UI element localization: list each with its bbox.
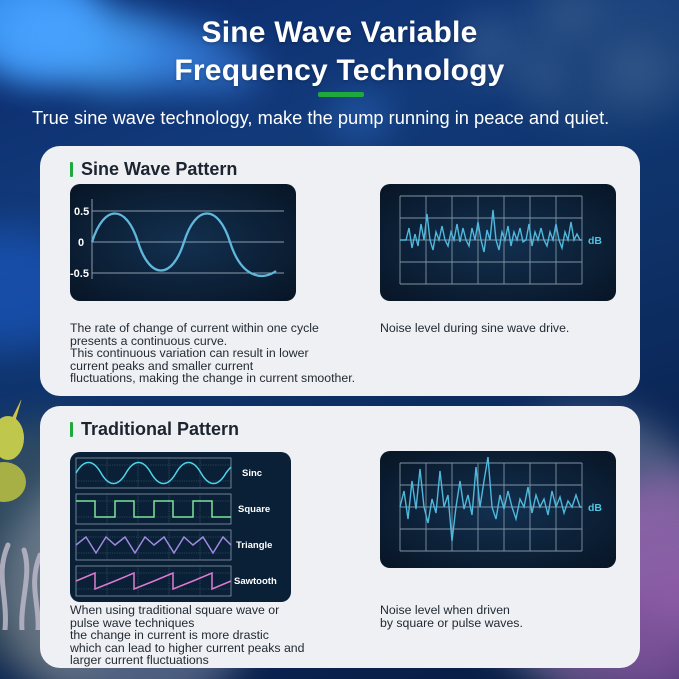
svg-text:-0.5: -0.5 [70, 268, 89, 280]
svg-text:Sinc: Sinc [242, 468, 262, 479]
svg-text:Triangle: Triangle [236, 540, 272, 551]
svg-text:dB: dB [588, 502, 602, 514]
svg-text:dB: dB [588, 235, 602, 247]
svg-text:Square: Square [238, 504, 270, 515]
svg-text:Sawtooth: Sawtooth [234, 576, 277, 587]
svg-text:0.5: 0.5 [74, 206, 89, 218]
svg-text:0: 0 [78, 237, 84, 249]
